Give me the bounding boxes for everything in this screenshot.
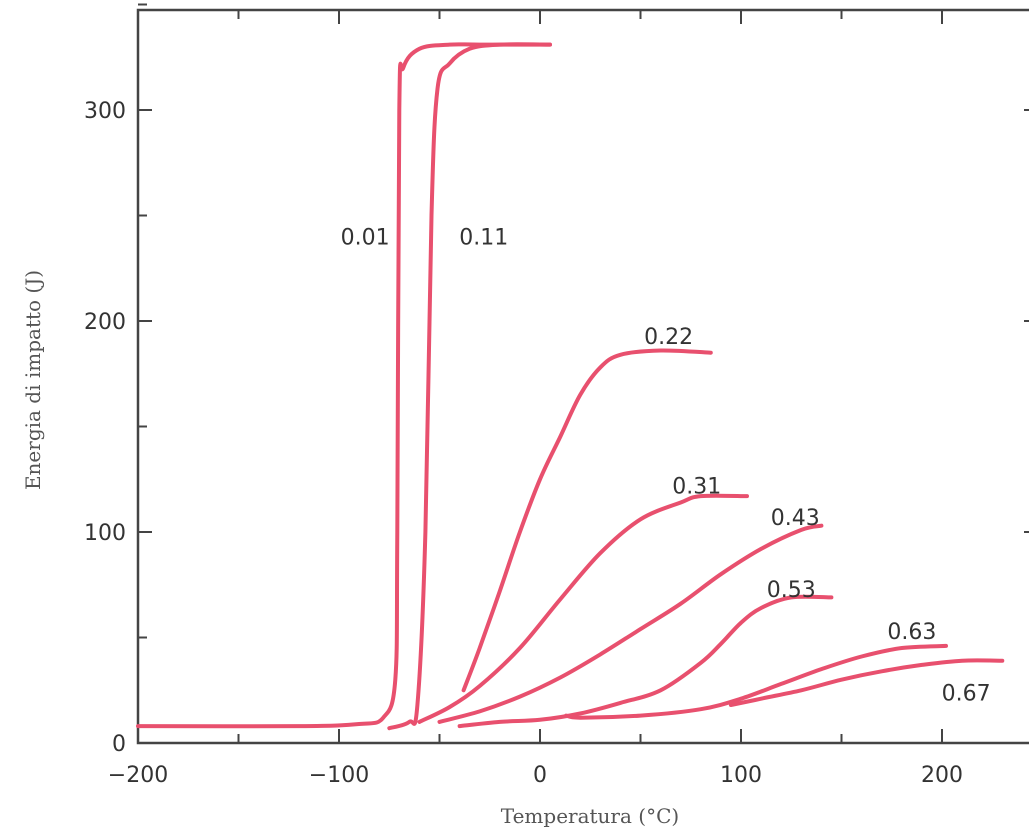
y-tick-label: 200 (84, 310, 126, 335)
x-tick-label: −200 (108, 763, 168, 788)
plot-frame (136, 8, 1029, 745)
series-label-0-43: 0.43 (771, 506, 820, 531)
series-label-0-01: 0.01 (341, 226, 390, 251)
x-tick-label: 200 (921, 763, 963, 788)
series-line-0-67 (728, 658, 1005, 707)
series-line-0-63 (564, 643, 948, 720)
y-tick-label: 100 (84, 521, 126, 546)
x-tick-label: −100 (309, 763, 369, 788)
axis-ticks (137, 3, 1029, 744)
series-line-0-43 (437, 523, 824, 724)
series-line-0-11 (387, 42, 552, 731)
x-tick-label: 100 (720, 763, 762, 788)
series-labels: 0.01 0.11 0.22 0.31 0.43 0.53 0.63 0.67 (341, 226, 991, 707)
series-line-0-22 (461, 348, 713, 693)
series-label-0-31: 0.31 (672, 475, 721, 500)
tick-labels: −200 −100 0 100 200 0 100 200 300 (84, 99, 963, 788)
x-axis-title: Temperatura (°C) (501, 804, 679, 828)
series-label-0-11: 0.11 (459, 226, 508, 251)
curves (136, 42, 1005, 731)
y-tick-label: 300 (84, 99, 126, 124)
series-label-0-22: 0.22 (644, 325, 693, 350)
series-label-0-63: 0.63 (887, 620, 936, 645)
series-line-0-01 (136, 42, 552, 729)
series-label-0-53: 0.53 (767, 578, 816, 603)
y-axis-title: Energia di impatto (J) (21, 270, 45, 490)
series-line-0-53 (457, 594, 834, 729)
x-tick-label: 0 (533, 763, 547, 788)
series-label-0-67: 0.67 (942, 681, 991, 706)
y-tick-label: 0 (112, 732, 126, 757)
series-line-0-31 (417, 493, 749, 724)
